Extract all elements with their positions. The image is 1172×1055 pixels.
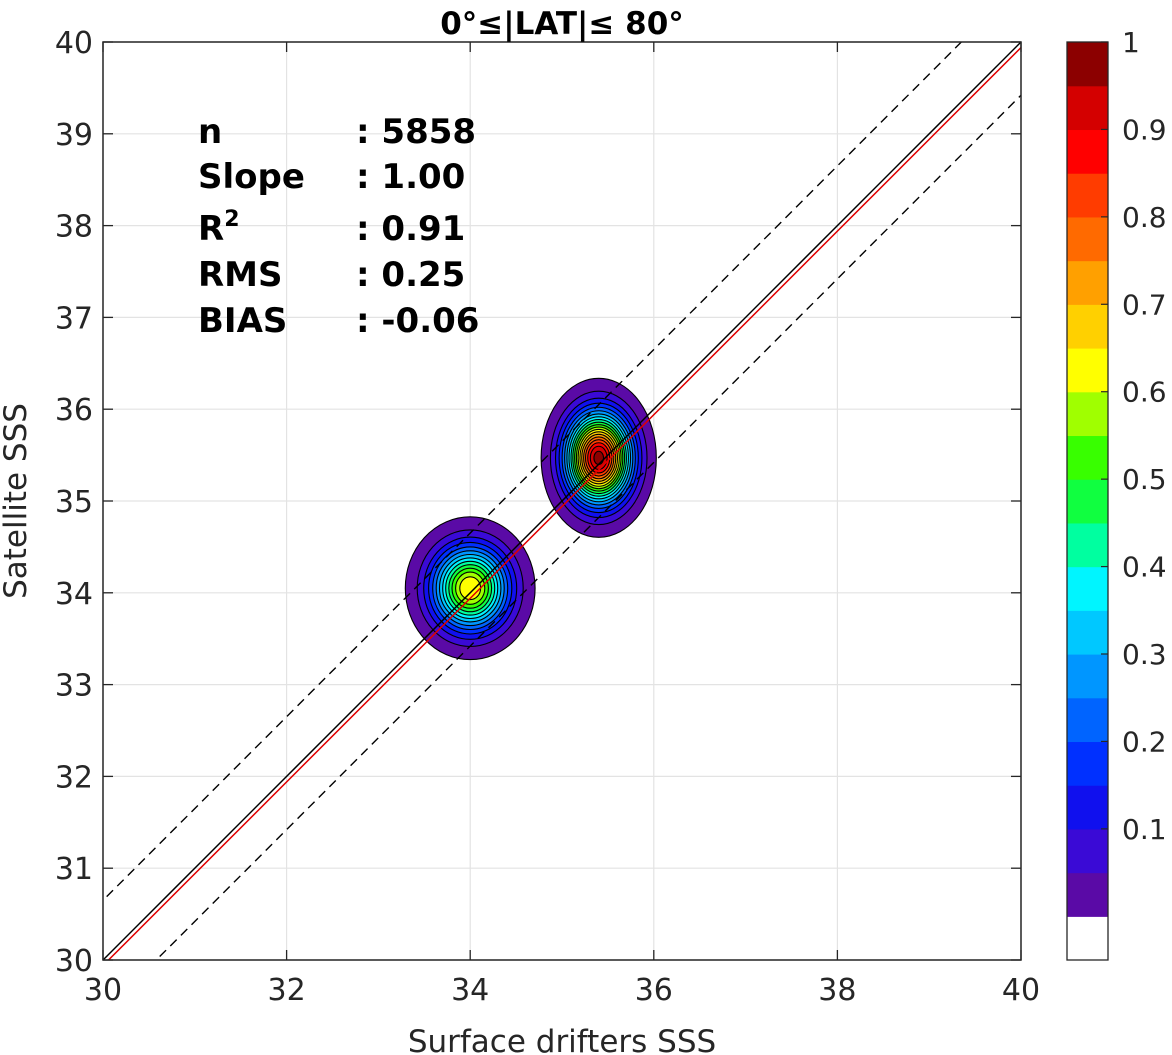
colorbar-segment: [1067, 348, 1108, 393]
stat-value: : 0.91: [356, 209, 465, 249]
colorbar-segment: [1067, 697, 1108, 743]
grid: [102, 41, 1022, 961]
stat-value: : 1.00: [356, 157, 465, 197]
chart-title: 0°≤|LAT|≤ 80°: [440, 6, 684, 42]
colorbar-segment: [1067, 173, 1108, 218]
contour-level: [459, 576, 482, 601]
colorbar-tick-label: 0.5: [1122, 463, 1167, 496]
y-tick-label: 40: [55, 26, 93, 61]
colorbar-segment: [1067, 479, 1108, 524]
stat-label: R2: [198, 207, 240, 249]
stat-label: Slope: [198, 157, 305, 197]
colorbar-segment: [1067, 260, 1108, 305]
stat-value: : 0.25: [356, 255, 465, 295]
fit-line: [107, 46, 1021, 960]
colorbar-segment: [1067, 522, 1108, 568]
colorbar-tick-label: 0.7: [1122, 288, 1167, 321]
y-axis-label: Satellite SSS: [0, 403, 34, 599]
y-tick-label: 31: [55, 852, 93, 887]
x-axis-label: Surface drifters SSS: [408, 1024, 716, 1055]
x-tick-label: 36: [635, 973, 673, 1008]
x-tick-label: 40: [1002, 973, 1040, 1008]
contour-level: [593, 450, 605, 466]
stat-value: : -0.06: [356, 301, 479, 341]
colorbar-tick-label: 0.2: [1122, 725, 1167, 758]
colorbar-segment: [1067, 828, 1108, 874]
stat-label: BIAS: [198, 301, 287, 341]
y-tick-label: 37: [55, 301, 93, 336]
x-tick-label: 32: [268, 973, 306, 1008]
colorbar-segment: [1067, 216, 1108, 262]
stat-value: : 5858: [356, 112, 476, 152]
colorbar-tick-label: 0.1: [1122, 813, 1167, 846]
colorbar-segment: [1067, 610, 1108, 655]
lower-line: [155, 94, 1021, 960]
colorbar-segment: [1067, 435, 1108, 480]
colorbar-segment: [1067, 391, 1108, 437]
x-tick-label: 38: [818, 973, 856, 1008]
stats-box: n : 5858 Slope : 1.00 R2 : 0.91 RMS : 0.25 BIAS:…: [198, 112, 479, 341]
identity-line: [103, 42, 1021, 960]
density-contours: [404, 377, 657, 661]
colorbar-tick-label: 0.4: [1122, 551, 1167, 584]
density-cluster: [540, 377, 657, 538]
y-tick-label: 32: [55, 760, 93, 795]
colorbar-segment: [1067, 304, 1108, 349]
colorbar-segment: [1067, 42, 1108, 87]
colorbar-frame: [1066, 41, 1109, 961]
colorbar-segment: [1067, 566, 1108, 611]
x-tick-label: 30: [84, 973, 122, 1008]
y-tick-label: 30: [55, 944, 93, 979]
colorbar-segment: [1067, 916, 1108, 961]
colorbar-tick-label: 0.9: [1122, 113, 1167, 146]
stat-label: n: [198, 112, 222, 152]
colorbar-tick-label: 1: [1122, 26, 1140, 59]
density-cluster: [404, 516, 536, 661]
y-tick-label: 35: [55, 485, 93, 520]
colorbar-segment: [1067, 741, 1108, 786]
colorbar-tick-label: 0.6: [1122, 376, 1167, 409]
upper-line: [103, 42, 963, 902]
colorbar: 0.1 0.2 0.3 0.4 0.5 0.6 0.7 0.8 0.9 1: [1066, 26, 1167, 961]
colorbar-segment: [1067, 654, 1108, 699]
colorbar-segment: [1067, 85, 1108, 131]
y-tick-label: 38: [55, 210, 93, 245]
colorbar-segment: [1067, 872, 1108, 917]
y-tick-label: 39: [55, 118, 93, 153]
y-tick-label: 33: [55, 669, 93, 704]
y-tick-label: 36: [55, 393, 93, 428]
colorbar-tick-label: 0.8: [1122, 201, 1167, 234]
colorbar-segment: [1067, 129, 1108, 174]
stat-label: RMS: [198, 255, 283, 295]
x-tick-label: 34: [451, 973, 489, 1008]
colorbar-tick-label: 0.3: [1122, 638, 1167, 671]
axis-ticks: 30 32 34 36 38 40 30 31 32 33 34 35 36 37 38 39 40: [55, 26, 1040, 1008]
colorbar-segment: [1067, 785, 1108, 830]
reference-lines: [103, 42, 1021, 960]
y-tick-label: 34: [55, 577, 93, 612]
